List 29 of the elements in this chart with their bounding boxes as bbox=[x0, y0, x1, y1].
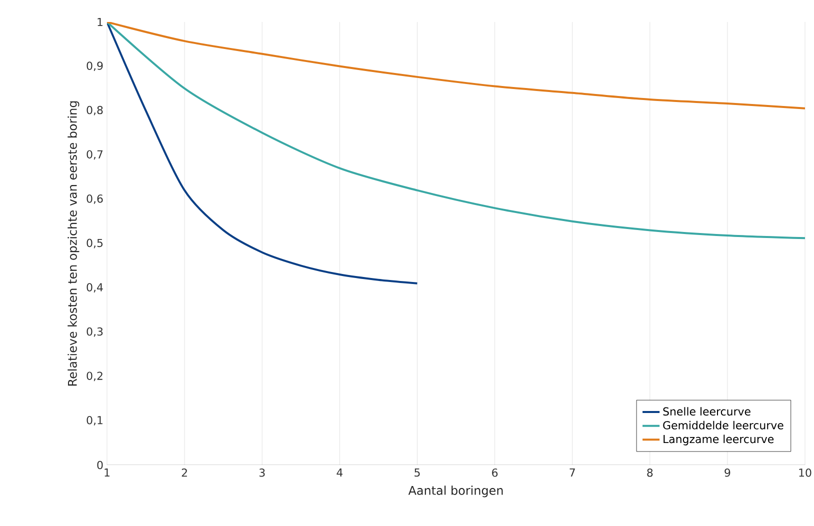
x-tick-label: 5 bbox=[414, 468, 420, 477]
y-tick-label: 0,7 bbox=[86, 150, 103, 160]
y-tick-label: 0,4 bbox=[86, 283, 103, 292]
x-tick-label: 2 bbox=[182, 468, 187, 477]
x-tick-label: 1 bbox=[104, 468, 110, 477]
legend-label: Gemiddelde leercurve bbox=[663, 420, 784, 430]
y-tick-label: 0,6 bbox=[86, 194, 103, 204]
x-axis-title: Aantal boringen bbox=[408, 486, 503, 498]
x-tick-label: 4 bbox=[336, 468, 343, 477]
x-tick-label: 10 bbox=[799, 468, 812, 477]
x-tick-label: 3 bbox=[259, 468, 265, 477]
y-tick-label: 0,3 bbox=[86, 327, 103, 337]
y-tick-label: 1 bbox=[98, 18, 102, 26]
line-series bbox=[107, 22, 806, 110]
y-axis-title: Relatieve kosten ten opzichte van eerste boring bbox=[68, 101, 80, 386]
y-tick-label: 0,8 bbox=[86, 106, 103, 116]
y-tick-label: 0,1 bbox=[86, 416, 102, 426]
y-tick-label: 0,9 bbox=[86, 62, 103, 71]
y-tick-label: 0,5 bbox=[86, 238, 103, 248]
x-tick-label: 7 bbox=[570, 468, 575, 477]
line-series bbox=[107, 22, 806, 240]
x-tick-label: 9 bbox=[724, 468, 730, 477]
y-tick-label: 0,2 bbox=[86, 372, 102, 382]
x-tick-label: 8 bbox=[647, 468, 653, 477]
legend-label: Snelle leercurve bbox=[663, 407, 750, 416]
x-tick-label: 6 bbox=[492, 468, 498, 477]
line-series bbox=[107, 22, 418, 284]
legend-label: Langzame leercurve bbox=[664, 434, 774, 446]
y-tick-label: 0 bbox=[97, 460, 103, 470]
